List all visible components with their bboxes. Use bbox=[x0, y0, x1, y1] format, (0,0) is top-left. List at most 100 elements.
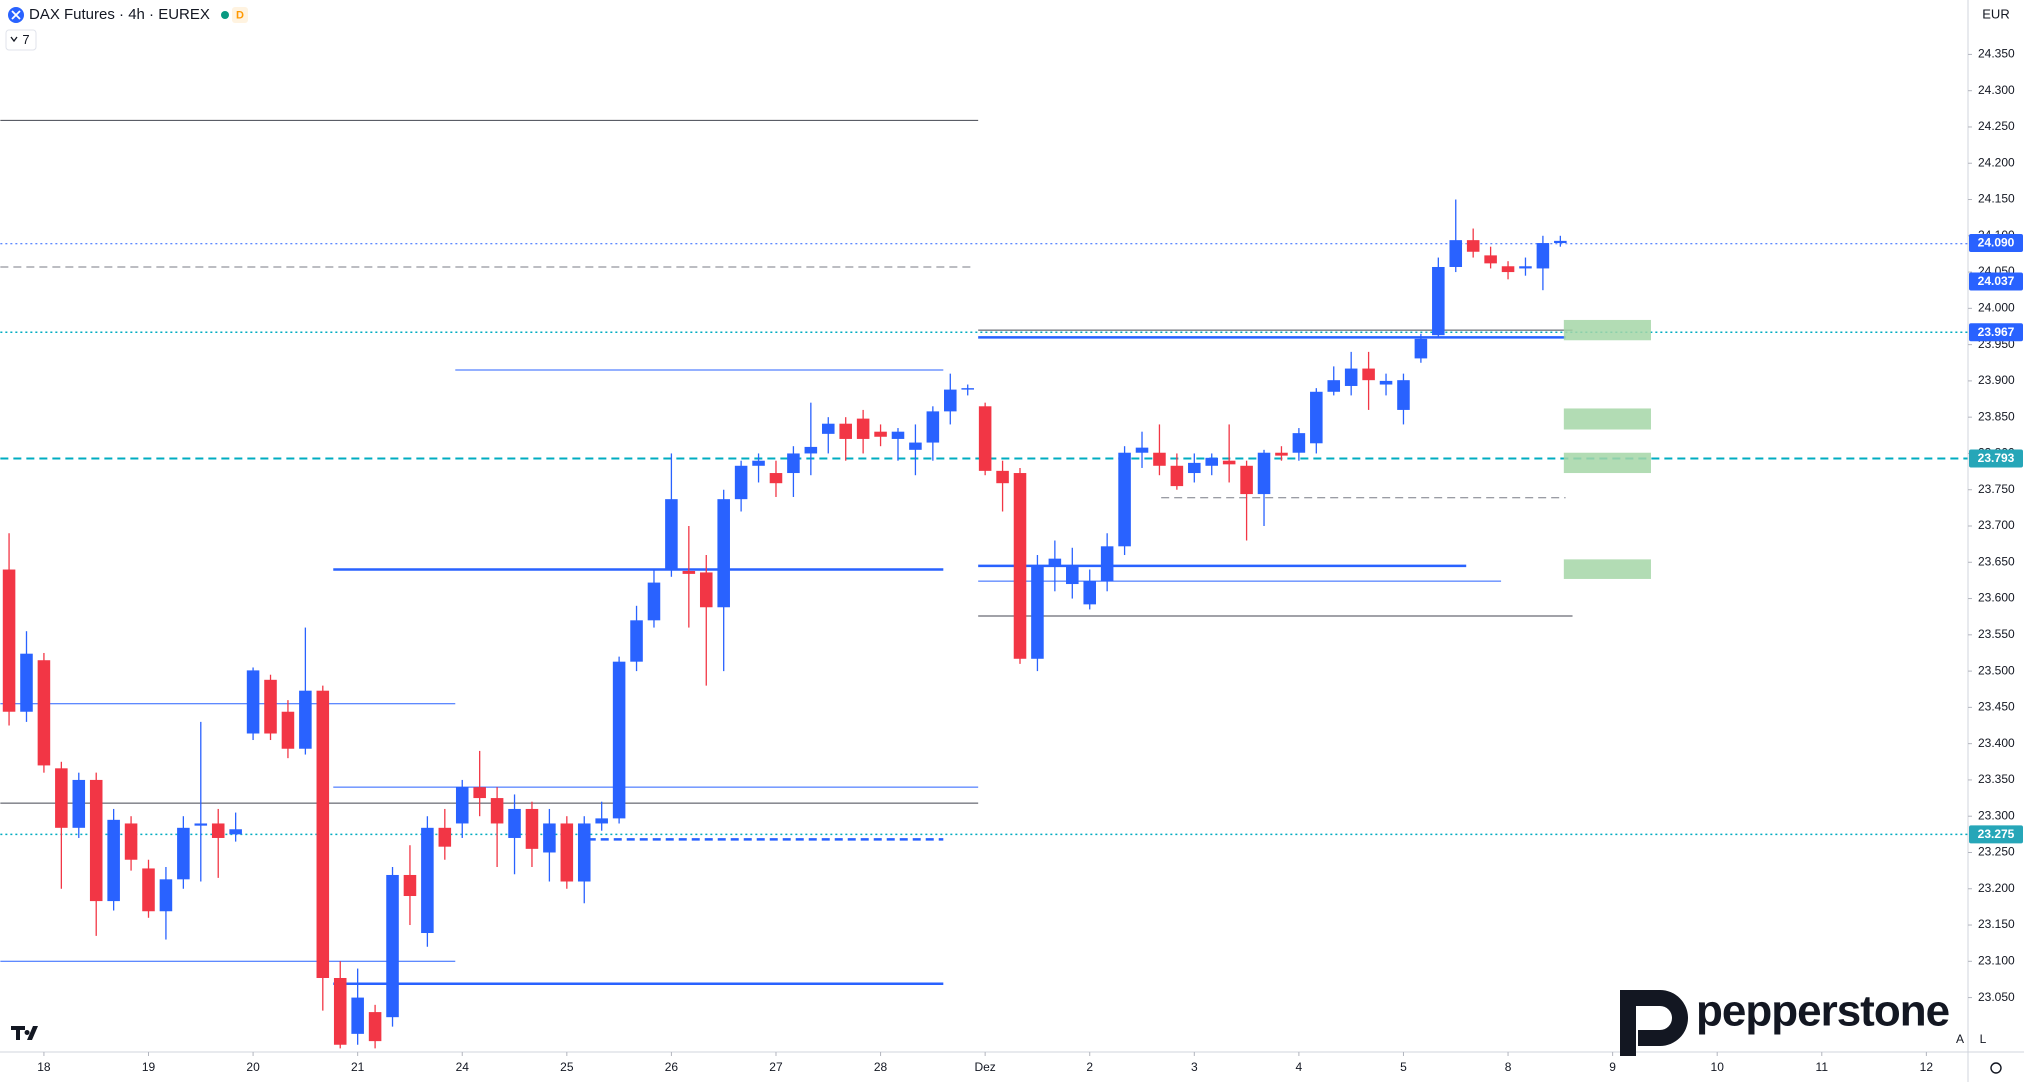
y-tick-label: 23.050 bbox=[1978, 990, 2015, 1004]
candle-body bbox=[1327, 380, 1341, 392]
pepperstone-mark bbox=[1620, 990, 1688, 1056]
candle-body bbox=[1466, 240, 1480, 252]
y-tick-label: 24.300 bbox=[1978, 83, 2015, 97]
x-tick-label: 26 bbox=[665, 1060, 679, 1074]
candle-body bbox=[891, 431, 905, 439]
candle-body bbox=[211, 823, 225, 838]
y-tick-label: 23.150 bbox=[1978, 917, 2015, 931]
candle-body bbox=[1275, 452, 1288, 456]
tv-mark bbox=[11, 1026, 38, 1040]
candle-body bbox=[351, 997, 364, 1034]
chevron bbox=[10, 36, 18, 43]
candle-body bbox=[909, 442, 922, 450]
candle-body bbox=[612, 661, 626, 819]
candle-body bbox=[2, 569, 16, 712]
candle-body bbox=[821, 423, 835, 434]
x-tick-label: 9 bbox=[1609, 1060, 1616, 1074]
candle-body bbox=[1100, 546, 1114, 582]
x-tick-label: 24 bbox=[456, 1060, 470, 1074]
candle-body bbox=[1292, 433, 1306, 453]
candle-body bbox=[37, 660, 51, 766]
x-tick-label: Dez bbox=[974, 1060, 995, 1074]
candle-body bbox=[1449, 240, 1463, 267]
x-tick-label: 28 bbox=[874, 1060, 888, 1074]
candle-body bbox=[543, 823, 556, 853]
candle-body bbox=[89, 779, 103, 902]
candle-body bbox=[1519, 266, 1532, 269]
candle-body bbox=[455, 787, 469, 824]
x-tick-label: 10 bbox=[1711, 1060, 1725, 1074]
x-tick-label: 18 bbox=[37, 1060, 51, 1074]
candle-body bbox=[769, 473, 783, 484]
candle-body bbox=[333, 977, 347, 1045]
candle-body bbox=[577, 823, 591, 882]
y-tick-label: 24.000 bbox=[1978, 301, 2015, 315]
tv-tag: PRO bbox=[46, 1028, 68, 1039]
x-tick-label: 19 bbox=[142, 1060, 156, 1074]
y-tick-label: 23.850 bbox=[1978, 409, 2015, 423]
zone bbox=[1563, 319, 1651, 341]
currency[interactable]: EUR bbox=[1982, 6, 2009, 21]
price-label: 24.037 bbox=[1978, 274, 2015, 288]
candle-body bbox=[421, 827, 434, 934]
candle-body bbox=[804, 446, 818, 454]
auto-scale[interactable]: A bbox=[1956, 1032, 1964, 1046]
candle-body bbox=[699, 572, 713, 608]
candle-body bbox=[525, 808, 539, 849]
y-tick-label: 23.700 bbox=[1978, 518, 2015, 532]
candle-body bbox=[978, 406, 992, 471]
header-backdrop bbox=[4, 3, 264, 27]
x-tick-label: 8 bbox=[1505, 1060, 1512, 1074]
candle-body bbox=[403, 874, 417, 897]
candle-body bbox=[107, 819, 120, 902]
candle-body bbox=[926, 411, 940, 443]
candle-body bbox=[1484, 255, 1497, 264]
candle-body bbox=[1536, 243, 1550, 269]
candle-body bbox=[229, 829, 242, 835]
x-tick-label: 27 bbox=[769, 1060, 783, 1074]
y-tick-label: 23.450 bbox=[1978, 700, 2015, 714]
price-label: 23.793 bbox=[1978, 451, 2015, 465]
indicator-count: 7 bbox=[22, 32, 29, 47]
candle-body bbox=[1257, 452, 1271, 495]
x-tick-label: 3 bbox=[1191, 1060, 1198, 1074]
candle-body bbox=[55, 768, 68, 828]
x-tick-label: 25 bbox=[560, 1060, 574, 1074]
price-label: 23.275 bbox=[1978, 827, 2015, 841]
candle-body bbox=[316, 690, 330, 978]
candle-body bbox=[734, 465, 748, 500]
candle-body bbox=[682, 570, 696, 574]
candle-body bbox=[299, 690, 312, 749]
candle-body bbox=[1153, 452, 1166, 466]
candle-body bbox=[1205, 457, 1219, 466]
price-label-box bbox=[1969, 272, 2023, 291]
log-scale[interactable]: L bbox=[1980, 1032, 1987, 1046]
candle-body bbox=[1240, 465, 1253, 495]
candle-body bbox=[996, 470, 1009, 484]
candle-body bbox=[787, 453, 800, 474]
candle-body bbox=[473, 787, 486, 799]
indicator-toggle[interactable] bbox=[5, 29, 37, 51]
badge: D bbox=[236, 9, 244, 21]
candle-body bbox=[159, 879, 173, 912]
candle-body bbox=[1118, 452, 1131, 547]
candle-body bbox=[1432, 266, 1445, 336]
candle-body bbox=[1170, 465, 1184, 487]
candle-body bbox=[1222, 460, 1236, 465]
price-label: 23.967 bbox=[1978, 325, 2015, 339]
symbol-icon-glyph bbox=[11, 10, 21, 20]
y-tick-label: 23.100 bbox=[1978, 953, 2015, 967]
candle-body bbox=[264, 679, 277, 734]
y-tick-label: 23.300 bbox=[1978, 808, 2015, 822]
candle-body bbox=[177, 827, 190, 880]
settings-icon[interactable] bbox=[1990, 1062, 2002, 1074]
plot-area bbox=[0, 119, 1968, 1049]
zone bbox=[1563, 408, 1651, 430]
y-tick-label: 23.900 bbox=[1978, 373, 2015, 387]
x-tick-label: 5 bbox=[1400, 1060, 1407, 1074]
x-tick-label: 2 bbox=[1086, 1060, 1093, 1074]
candle-body bbox=[1048, 558, 1062, 566]
symbol-title[interactable]: DAX Futures · 4h · EUREX bbox=[29, 6, 210, 23]
